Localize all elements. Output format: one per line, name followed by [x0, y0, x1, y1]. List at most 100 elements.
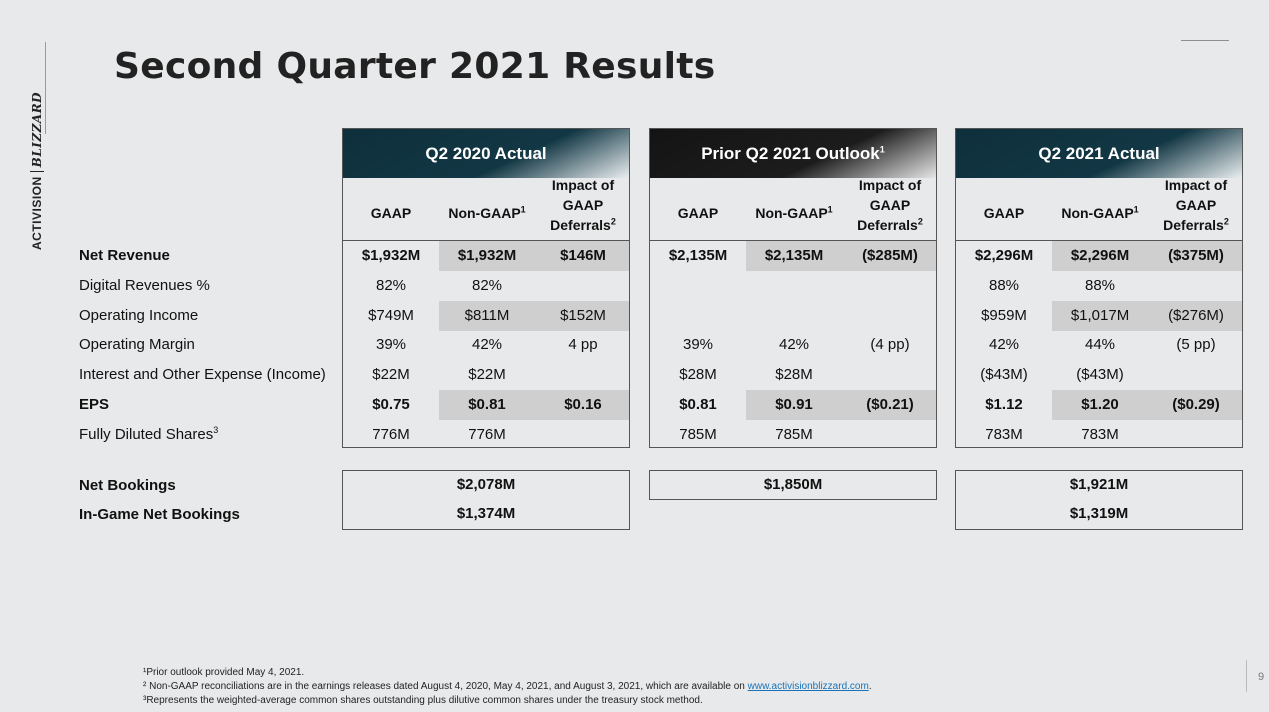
table-cell: 82% [375, 277, 407, 294]
table-cell: 4 pp [568, 336, 598, 353]
table-cell: 88% [988, 277, 1020, 294]
table-cell: (5 pp) [1176, 336, 1216, 353]
superscript: 1 [1133, 204, 1139, 215]
column-header: Non-GAAP1 [448, 204, 526, 221]
table-cell: $2,296M [974, 247, 1034, 264]
table-cell: 785M [679, 426, 717, 443]
column-header: Impact of GAAP Deferrals2 [1148, 175, 1244, 235]
row-label: Operating Margin [79, 336, 195, 353]
bookings-box: $2,078M $1,374M [342, 470, 630, 530]
table-cell: 776M [372, 426, 410, 443]
table-cell: $0.16 [564, 396, 602, 413]
table-cell: $811M [464, 307, 510, 324]
column-header: GAAP [370, 205, 412, 221]
header-line: GAAP [869, 197, 911, 213]
table-cell: $0.75 [372, 396, 410, 413]
footnote-2-end: . [868, 681, 872, 692]
bookings-label: Net Bookings [79, 477, 176, 494]
table-cell: 785M [775, 426, 813, 443]
brand-logo-right: BLIZZARD [30, 91, 44, 168]
table-cell: $749M [368, 307, 414, 324]
table-cell: $28M [775, 366, 813, 383]
table-cell: $2,296M [1070, 247, 1130, 264]
row-label: Fully Diluted Shares3 [79, 425, 219, 444]
bookings-box: $1,921M $1,319M [955, 470, 1243, 530]
block-header: Q2 2021 Actual [956, 129, 1242, 178]
table-cell: 783M [1081, 426, 1119, 443]
decor-vertical-line [45, 42, 46, 134]
footnotes: ¹Prior outlook provided May 4, 2021. ² N… [143, 666, 872, 708]
column-header: GAAP [677, 205, 719, 221]
superscript: 2 [610, 216, 616, 227]
row-highlight [746, 241, 936, 271]
row-label: Digital Revenues % [79, 277, 210, 294]
table-cell: $146M [560, 247, 606, 264]
table-cell: $2,135M [668, 247, 728, 264]
header-line: Impact of [1164, 177, 1228, 193]
superscript: 1 [827, 204, 833, 215]
table-cell: $1,932M [457, 247, 517, 264]
header-line: GAAP [1175, 197, 1217, 213]
column-header: GAAP [983, 205, 1025, 221]
superscript: 1 [520, 204, 526, 215]
row-highlight [1052, 301, 1242, 331]
header-divider [956, 240, 1242, 241]
table-cell: $22M [468, 366, 506, 383]
row-label: EPS [79, 396, 110, 413]
header-line: Deferrals2 [550, 216, 616, 233]
results-block: Q2 2021 Actual GAAP Non-GAAP1 Impact of GAAP… [955, 128, 1243, 448]
table-cell: ($285M) [862, 247, 918, 264]
table-cell: 42% [988, 336, 1020, 353]
table-cell: $28M [679, 366, 717, 383]
table-cell: ($276M) [1168, 307, 1224, 324]
column-header: Impact of GAAP Deferrals2 [842, 175, 938, 235]
table-cell: $0.91 [775, 396, 813, 413]
header-divider [650, 240, 936, 241]
table-cell: 39% [682, 336, 714, 353]
row-label: Net Revenue [79, 247, 170, 264]
table-cell: ($0.29) [1172, 396, 1220, 413]
table-cell: ($0.21) [866, 396, 914, 413]
table-cell: $959M [981, 307, 1027, 324]
superscript: 2 [917, 216, 923, 227]
bookings-value: $1,850M [763, 476, 823, 493]
website-link[interactable]: www.activisionblizzard.com [747, 681, 869, 692]
row-highlight [746, 390, 936, 420]
footnote-2: ² Non-GAAP reconciliations are in the ea… [143, 680, 872, 694]
column-header: Non-GAAP1 [755, 204, 833, 221]
bookings-value: $2,078M [456, 476, 516, 493]
column-headers: GAAP Non-GAAP1 Impact of GAAP Deferrals2 [956, 175, 1244, 241]
bookings-value: $1,921M [1069, 476, 1129, 493]
table-cell: $0.81 [679, 396, 717, 413]
decor-top-right-line [1181, 40, 1229, 41]
row-highlight [439, 241, 629, 271]
table-cell: $1,017M [1070, 307, 1130, 324]
table-cell: ($43M) [1076, 366, 1124, 383]
row-highlight [1052, 241, 1242, 271]
footnote-2-text: ² Non-GAAP reconciliations are in the ea… [143, 681, 748, 692]
table-cell: 42% [778, 336, 810, 353]
table-cell: $0.81 [468, 396, 506, 413]
row-highlight [1052, 390, 1242, 420]
footnote-1: ¹Prior outlook provided May 4, 2021. [143, 667, 305, 678]
header-line: Deferrals2 [1163, 216, 1229, 233]
table-cell: 88% [1084, 277, 1116, 294]
brand-logo: ACTIVISION BLIZZARD [22, 50, 52, 250]
brand-logo-left: ACTIVISION [30, 176, 44, 250]
table-cell: $1.12 [985, 396, 1023, 413]
results-block: Prior Q2 2021 Outlook1 GAAP Non-GAAP1 Impac… [649, 128, 937, 448]
page-number-divider [1246, 660, 1247, 692]
table-cell: 42% [471, 336, 503, 353]
column-headers: GAAP Non-GAAP1 Impact of GAAP Deferrals2 [650, 175, 938, 241]
column-header: Non-GAAP1 [1061, 204, 1139, 221]
results-block: Q2 2020 Actual GAAP Non-GAAP1 Impact of GAAP… [342, 128, 630, 448]
row-highlight [439, 301, 629, 331]
table-cell: ($43M) [980, 366, 1028, 383]
column-headers: GAAP Non-GAAP1 Impact of GAAP Deferrals2 [343, 177, 629, 241]
table-cell: $1.20 [1081, 396, 1119, 413]
table-cell: $1,932M [361, 247, 421, 264]
block-header: Prior Q2 2021 Outlook1 [650, 129, 936, 178]
row-label: Operating Income [79, 307, 199, 324]
table-cell: 39% [375, 336, 407, 353]
bookings-label: In-Game Net Bookings [79, 506, 240, 523]
